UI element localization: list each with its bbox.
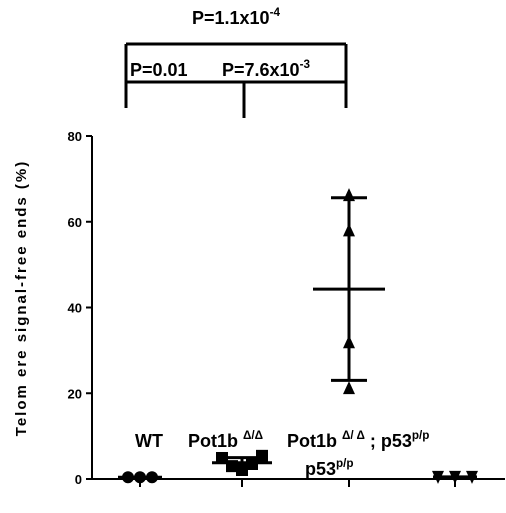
superscript: -4 (270, 6, 281, 19)
p-value: P=0.01 (130, 60, 188, 80)
label-text: P=0.01 (130, 60, 188, 80)
point (449, 470, 461, 484)
point (134, 471, 146, 484)
point (343, 381, 355, 395)
point (343, 335, 355, 349)
point (216, 451, 228, 464)
y-tick-label: 20 (68, 386, 82, 401)
x-tick-label: Pot1b Δ/ Δ ; p53p/p (287, 429, 429, 451)
label-text: WT (135, 431, 163, 451)
point (226, 460, 238, 473)
x-tick-label: p53p/p (305, 457, 354, 479)
point (236, 463, 248, 476)
point (432, 470, 444, 484)
superscript: Δ/ Δ (342, 429, 365, 442)
p-value: P=1.1x10-4 (192, 6, 280, 28)
x-tick-label: Pot1b Δ/Δ (188, 429, 263, 451)
superscript: p/p (412, 429, 430, 442)
x-tick-label: WT (135, 431, 163, 451)
label-text: p53 (305, 459, 336, 479)
point (122, 471, 134, 484)
superscript: p/p (336, 457, 354, 470)
label-text: P=7.6x10 (222, 60, 300, 80)
point (146, 471, 158, 484)
y-tick-label: 80 (68, 129, 82, 144)
y-tick-label: 0 (75, 472, 82, 487)
label-text: P=1.1x10 (192, 8, 270, 28)
p-value: P=7.6x10-3 (222, 58, 310, 80)
superscript: Δ/Δ (243, 429, 263, 442)
label-text: ; p53 (365, 431, 412, 451)
y-tick-label: 40 (68, 301, 82, 316)
y-tick-label: 60 (68, 215, 82, 230)
point (466, 470, 478, 484)
significance-brackets (124, 42, 348, 118)
point (343, 223, 355, 237)
point (343, 188, 355, 202)
y-axis-label: Telom ere signal-free ends (%) (13, 160, 30, 436)
label-text: Pot1b (287, 431, 342, 451)
point (256, 449, 268, 462)
label-text: Pot1b (188, 431, 243, 451)
superscript: -3 (300, 58, 311, 71)
point (246, 457, 258, 470)
